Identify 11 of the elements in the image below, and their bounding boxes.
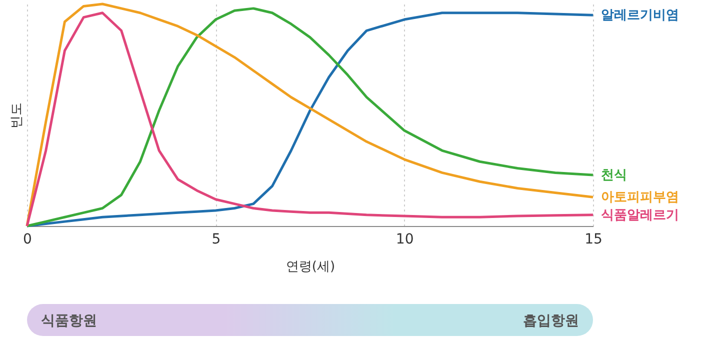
series-label: 알레르기비염 <box>601 8 679 24</box>
x-tick-label: 0 <box>23 232 32 248</box>
series-label: 아토피피부염 <box>601 190 679 206</box>
gradient-ribbon: 식품항원 흡입항원 <box>27 304 593 336</box>
y-axis-title: 빈도 <box>10 102 24 128</box>
x-tick-label: 10 <box>396 232 414 248</box>
series-label: 천식 <box>601 168 627 183</box>
x-tick-label: 15 <box>584 232 602 248</box>
x-tick-label: 5 <box>212 232 221 248</box>
x-axis-title: 연령(세) <box>286 260 336 274</box>
series-label: 식품알레르기 <box>601 208 679 223</box>
